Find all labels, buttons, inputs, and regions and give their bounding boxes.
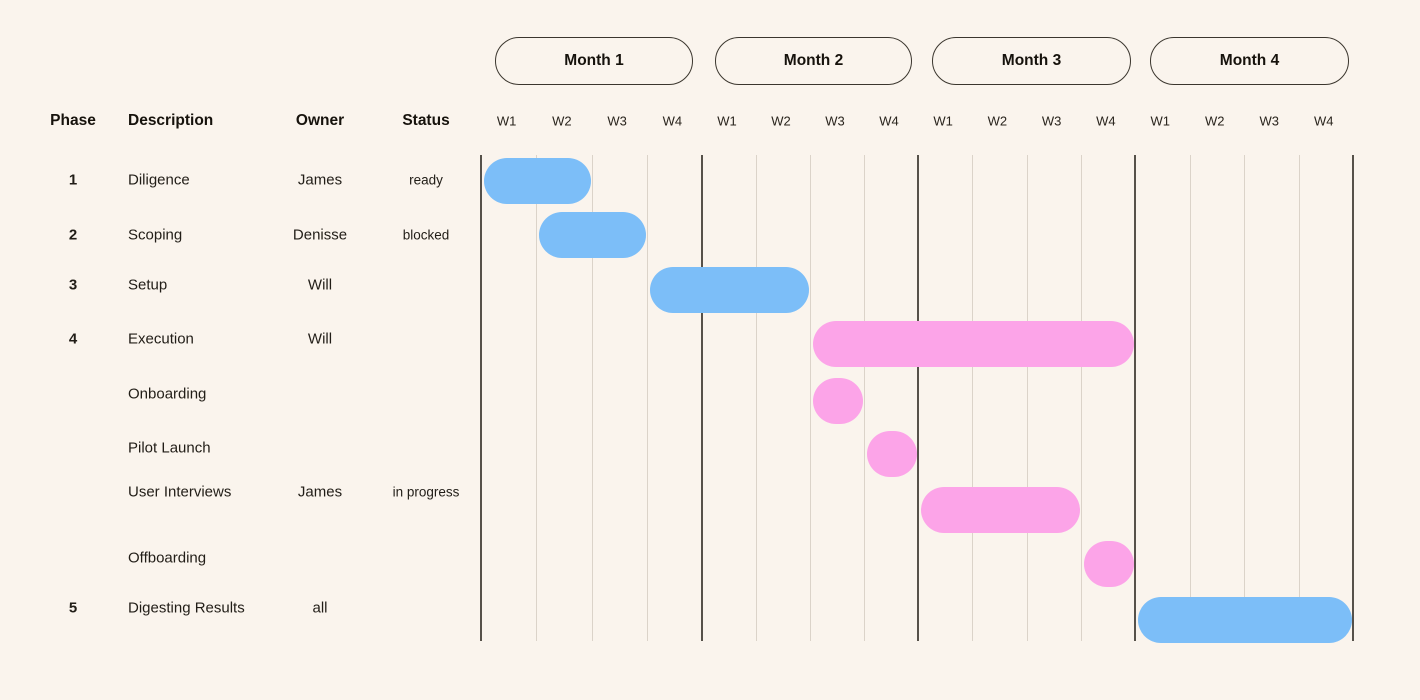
phase-number-scoping: 2 [68,226,78,244]
month-boundary-line [917,155,919,641]
week-gridline [591,155,593,641]
week-gridline [810,155,811,641]
month-boundary-line [1352,155,1354,641]
task-status-scoping: blocked [402,227,450,243]
column-header-phase: Phase [50,112,96,129]
task-owner-execution: Will [307,330,333,348]
gantt-bar-pilot-launch[interactable] [867,431,917,477]
week-gridline [1298,155,1300,641]
week-gridline [1189,155,1191,641]
week-label-m3-w1: W1 [933,113,953,129]
gantt-bar-digesting-results[interactable] [1138,596,1352,643]
task-description-onboarding: Onboarding [128,385,207,403]
month-pill-3[interactable]: Month 3 [932,37,1131,85]
month-boundary-line [1134,155,1136,641]
week-gridline [972,155,974,641]
column-header-description: Description [128,112,214,129]
week-label-m1-w1: W1 [496,113,517,129]
gantt-bar-user-interviews[interactable] [921,486,1080,533]
week-gridline [864,155,865,641]
week-label-m4-w2: W2 [1205,113,1225,129]
column-header-status: Status [402,112,450,129]
week-label-m4-w1: W1 [1150,113,1171,129]
week-label-m3-w3: W3 [1041,113,1062,129]
week-gridline [1244,155,1245,641]
week-label-m2-w3: W3 [825,113,845,129]
task-description-pilot-launch: Pilot Launch [128,439,211,457]
month-pill-1[interactable]: Month 1 [495,37,693,85]
task-status-diligence: ready [409,172,443,188]
week-label-m2-w4: W4 [879,113,899,129]
week-label-m1-w2: W2 [552,113,572,129]
gantt-bar-offboarding[interactable] [1083,540,1134,587]
column-header-owner: Owner [295,112,345,129]
month-boundary-line [701,155,703,641]
gantt-bar-execution[interactable] [813,320,1134,367]
task-description-user-interviews: User Interviews [128,483,232,501]
week-label-m4-w4: W4 [1314,113,1334,129]
phase-number-execution: 4 [68,330,78,348]
month-pill-4[interactable]: Month 4 [1150,37,1349,85]
week-label-m1-w3: W3 [607,113,627,129]
gantt-bar-onboarding[interactable] [813,377,863,424]
task-description-scoping: Scoping [128,226,183,244]
task-owner-digesting-results: all [312,599,328,617]
week-label-m3-w2: W2 [987,113,1008,129]
week-gridline [646,155,648,641]
task-status-user-interviews: in progress [392,484,460,500]
task-description-digesting-results: Digesting Results [128,599,245,617]
phase-number-setup: 3 [68,276,78,294]
task-owner-user-interviews: James [297,483,343,501]
week-gridline [536,155,538,641]
week-label-m3-w4: W4 [1096,113,1116,129]
task-description-setup: Setup [128,276,168,294]
week-label-m1-w4: W4 [662,113,683,129]
phase-number-diligence: 1 [68,171,78,189]
phase-number-digesting-results: 5 [68,599,78,617]
week-label-m2-w1: W1 [717,113,737,129]
gantt-bar-setup[interactable] [649,267,809,313]
gantt-bar-scoping[interactable] [539,211,646,258]
month-pill-2[interactable]: Month 2 [715,37,912,85]
week-label-m2-w2: W2 [771,113,791,129]
week-label-m4-w3: W3 [1259,113,1280,129]
task-owner-scoping: Denisse [292,226,348,244]
task-description-execution: Execution [128,330,194,348]
month-boundary-line [480,155,482,641]
task-description-offboarding: Offboarding [128,549,207,567]
gantt-bar-diligence[interactable] [484,157,591,204]
task-owner-setup: Will [307,276,333,294]
week-gridline [1080,155,1082,641]
task-description-diligence: Diligence [128,171,190,189]
week-gridline [1026,155,1028,641]
week-gridline [756,155,757,641]
task-owner-diligence: James [297,171,343,189]
